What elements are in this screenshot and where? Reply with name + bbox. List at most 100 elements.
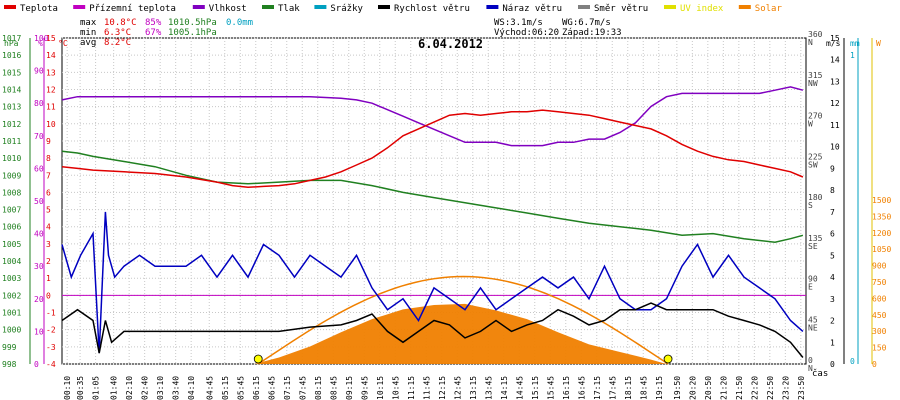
x-tick-label: 17:15: [593, 376, 602, 400]
temperature-tick: 6: [46, 188, 51, 197]
pressure-tick: 999: [2, 343, 17, 352]
pressure-tick: 1005: [2, 240, 21, 249]
x-tick-label: 17:45: [608, 376, 617, 400]
stat-pressure: 1010.5hPa: [168, 18, 217, 28]
legend-swatch: [262, 5, 274, 9]
humidity-tick: 70: [34, 132, 44, 141]
sunrise-stat: Východ:06:20: [494, 28, 559, 38]
wind-direction-label: S: [808, 201, 813, 210]
stat-label: avg: [80, 38, 96, 48]
temperature-tick: -4: [46, 360, 56, 369]
series-layer: [61, 86, 804, 358]
x-tick-label: 18:15: [624, 376, 633, 400]
x-tick-label: 21:50: [735, 376, 744, 400]
wind-speed-tick: 2: [830, 317, 835, 326]
pressure-tick: 1004: [2, 257, 21, 266]
rain-unit: mm: [850, 39, 860, 48]
x-tick-label: 02:10: [125, 376, 134, 400]
humidity-tick: 0: [34, 360, 39, 369]
wind-direction-tick: 0: [808, 356, 813, 365]
stat-humidity: 67%: [145, 28, 162, 38]
x-tick-label: 11:45: [422, 376, 431, 400]
legend-label: Teplota: [20, 4, 58, 14]
legend-swatch: [378, 5, 390, 9]
x-axis-label: čas: [812, 368, 828, 379]
legend-label: Náraz větru: [502, 4, 562, 14]
humidity-tick: 80: [34, 99, 44, 108]
pressure-unit: hPa: [4, 39, 19, 48]
x-tick-label: 14:45: [515, 376, 524, 400]
x-tick-label: 03:40: [172, 376, 181, 400]
rain-tick: 1: [850, 51, 855, 60]
temperature-tick: 1: [46, 274, 51, 283]
legend-label: Tlak: [278, 4, 300, 14]
series-line-tlak: [61, 150, 804, 243]
solar-tick: 1050: [872, 245, 891, 254]
wind-speed-tick: 7: [830, 208, 835, 217]
x-tick-label: 19:15: [655, 376, 664, 400]
axes-layer: 00:10 00:35 01:05 01:40 02:10 02:40 03:10 03:40…: [2, 30, 891, 400]
wind-speed-stat: WS:3.1m/s: [494, 18, 543, 28]
wind-speed-tick: 8: [830, 186, 835, 195]
humidity-tick: 90: [34, 67, 44, 76]
pressure-tick: 1015: [2, 68, 21, 77]
legend-swatch: [4, 5, 16, 9]
x-tick-label: 19:50: [673, 376, 682, 400]
wind-direction-tick: 180: [808, 193, 823, 202]
legend-swatch: [73, 5, 86, 9]
legend-label: Přízemní teplota: [89, 4, 176, 14]
temperature-tick: 4: [46, 223, 51, 232]
solar-tick: 1500: [872, 196, 891, 205]
wind-speed-unit: m/s: [826, 39, 841, 48]
temperature-tick: 12: [46, 85, 56, 94]
wind-speed-tick: 3: [830, 295, 835, 304]
legend-label: Směr větru: [594, 4, 648, 14]
series-line-náraz-větru: [61, 211, 804, 354]
wind-direction-label: SE: [808, 242, 818, 251]
temperature-unit: °C: [58, 39, 68, 48]
humidity-tick: 100: [34, 34, 49, 43]
solar-unit: W: [876, 39, 881, 48]
chart-title: 6.04.2012: [418, 37, 483, 51]
x-tick-label: 09:45: [360, 376, 369, 400]
x-tick-label: 11:15: [407, 376, 416, 400]
solar-tick: 1350: [872, 212, 891, 221]
solar-tick: 750: [872, 278, 887, 287]
solar-tick: 300: [872, 327, 887, 336]
x-tick-label: 02:40: [141, 376, 150, 400]
solar-tick: 0: [872, 360, 877, 369]
legend-label: Srážky: [330, 4, 363, 14]
x-tick-label: 14:15: [500, 376, 509, 400]
pressure-tick: 1009: [2, 171, 21, 180]
wind-speed-tick: 6: [830, 230, 835, 239]
x-tick-label: 18:45: [639, 376, 648, 400]
wind-direction-label: SW: [808, 160, 818, 169]
legend-label: Rychlost větru: [394, 4, 470, 14]
pressure-tick: 1002: [2, 291, 21, 300]
series-line-teplota: [61, 109, 804, 189]
temperature-tick: 2: [46, 257, 51, 266]
series-line-vlhkost: [61, 86, 804, 147]
pressure-tick: 1010: [2, 154, 21, 163]
x-tick-label: 07:45: [298, 376, 307, 400]
x-tick-label: 22:50: [766, 376, 775, 400]
sunset-marker: [663, 354, 673, 364]
rain-tick: 0: [850, 357, 855, 366]
wind-speed-tick: 1: [830, 338, 835, 347]
humidity-unit: %: [38, 39, 43, 48]
x-tick-label: 20:20: [688, 376, 697, 400]
wind-speed-tick: 11: [830, 121, 840, 130]
solar-tick: 600: [872, 294, 887, 303]
wind-speed-tick: 10: [830, 143, 840, 152]
temperature-tick: 5: [46, 206, 51, 215]
temperature-tick: -2: [46, 326, 56, 335]
stat-temp: 8.2°C: [104, 38, 131, 48]
x-tick-label: 13:45: [484, 376, 493, 400]
x-tick-label: 08:15: [314, 376, 323, 400]
wind-direction-label: W: [808, 120, 813, 129]
wind-speed-tick: 5: [830, 251, 835, 260]
wind-speed-tick: 13: [830, 77, 840, 86]
x-tick-label: 12:45: [453, 376, 462, 400]
wind-direction-tick: 45: [808, 315, 818, 324]
